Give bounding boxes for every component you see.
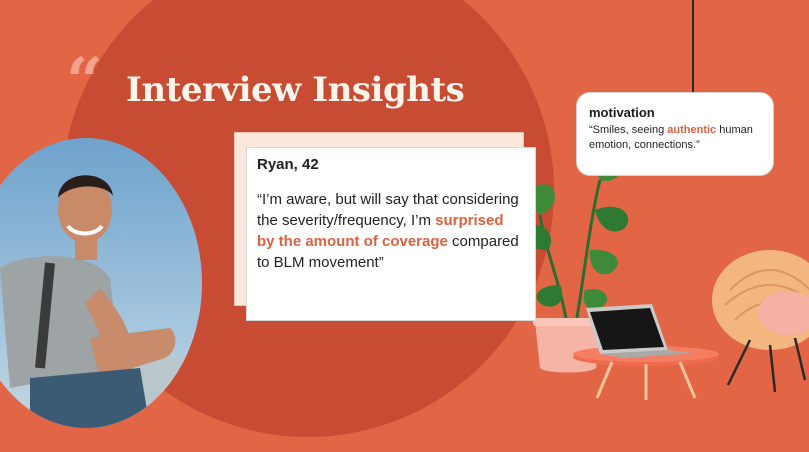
note-body: “Smiles, seeing authentic human emotion,… <box>589 123 761 153</box>
quote-text: “I’m aware, but will say that considerin… <box>257 191 519 229</box>
motivation-note: motivation “Smiles, seeing authentic hum… <box>576 92 774 176</box>
quote-highlight: surprised by the amount of coverage <box>257 212 504 250</box>
chair-illustration <box>712 250 809 393</box>
laptop-illustration <box>586 304 694 358</box>
interviewee-name: Ryan, 42 <box>257 156 319 173</box>
quote-icon: “ <box>66 44 103 119</box>
note-highlight: authentic <box>667 124 717 136</box>
quote-text-end: compared to BLM movement” <box>257 233 519 271</box>
note-text: “Smiles, seeing <box>589 124 668 136</box>
note-title: motivation <box>589 105 655 120</box>
slide-title: Interview Insights <box>126 70 465 110</box>
quote-card: Ryan, 42 “I’m aware, but will say that c… <box>246 147 536 321</box>
note-text-end: human emotion, connections.” <box>589 124 753 151</box>
interviewee-quote: “I’m aware, but will say that considerin… <box>257 189 525 273</box>
